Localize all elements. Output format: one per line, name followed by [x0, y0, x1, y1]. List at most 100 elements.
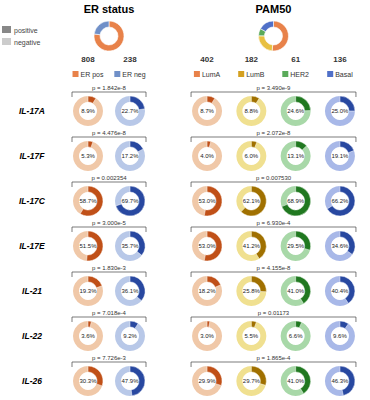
donut-track	[73, 321, 103, 351]
p-value: p = 1.830e-3	[92, 265, 127, 271]
donut-track	[192, 276, 222, 306]
data-label: 51.5%	[79, 243, 97, 249]
count-label: 61	[291, 55, 300, 64]
p-value: p = 7.726e-3	[92, 355, 127, 361]
donut-track	[236, 366, 266, 396]
donut-track	[325, 321, 355, 351]
donut-slice	[340, 141, 354, 153]
donut-track	[236, 141, 266, 171]
data-label: 6.0%	[245, 153, 259, 159]
donut-slice	[88, 96, 96, 103]
bracket	[191, 362, 356, 367]
gene-label: IL-26	[22, 376, 42, 386]
donut-track	[325, 186, 355, 216]
donut-track	[192, 186, 222, 216]
column-label: ER neg	[122, 71, 145, 79]
bracket	[191, 137, 356, 142]
p-value: p = 1.865e-4	[257, 355, 292, 361]
data-label: 5.5%	[245, 333, 259, 339]
data-label: 58.7%	[79, 198, 97, 204]
donut-slice	[88, 321, 91, 327]
data-label: 25.0%	[331, 108, 349, 114]
donut-slice	[327, 186, 355, 216]
gene-label: IL-17E	[19, 241, 45, 251]
header-slice	[94, 21, 124, 51]
data-label: 47.9%	[121, 378, 139, 384]
bracket	[72, 227, 146, 232]
header-slice	[94, 21, 109, 35]
column-swatch	[327, 71, 333, 77]
count-label: 238	[123, 55, 137, 64]
title: PAM50	[256, 3, 292, 15]
bracket	[72, 362, 146, 367]
data-label: 36.1%	[121, 288, 139, 294]
donut-track	[281, 96, 311, 126]
gene-label: IL-17F	[19, 151, 45, 161]
donut-track	[236, 186, 266, 216]
data-label: 41.0%	[287, 378, 305, 384]
data-label: 17.2%	[121, 153, 139, 159]
data-label: 9.6%	[333, 333, 347, 339]
gene-label: IL-17C	[19, 196, 46, 206]
column-label: HER2	[290, 71, 309, 78]
donut-track	[281, 141, 311, 171]
donut-track	[281, 321, 311, 351]
data-label: 13.1%	[287, 153, 305, 159]
data-label: 9.2%	[123, 333, 137, 339]
p-value: p = 6.930e-4	[257, 220, 292, 226]
header-slice	[272, 21, 288, 51]
donut-track	[192, 321, 222, 351]
donut-slice	[207, 141, 211, 147]
data-label: 8.8%	[245, 108, 259, 114]
donut-slice	[88, 276, 102, 288]
p-value: p = 4.155e-8	[257, 265, 292, 271]
gene-label: IL-21	[22, 286, 42, 296]
column-swatch	[114, 71, 120, 77]
donut-slice	[241, 186, 266, 216]
bracket	[191, 317, 356, 322]
data-label: 35.7%	[121, 243, 139, 249]
donut-track	[192, 96, 222, 126]
data-label: 62.1%	[243, 198, 261, 204]
donut-slice	[130, 321, 138, 328]
column-swatch	[238, 71, 244, 77]
count-label: 136	[333, 55, 347, 64]
legend-swatch	[2, 38, 11, 45]
bracket	[72, 92, 146, 97]
gene-label: IL-22	[22, 331, 42, 341]
donut-slice	[251, 321, 256, 328]
legend-swatch	[2, 26, 11, 33]
data-label: 6.6%	[289, 333, 303, 339]
donut-track	[115, 231, 145, 261]
count-label: 808	[81, 55, 95, 64]
donut-track	[236, 276, 266, 306]
donut-track	[73, 231, 103, 261]
data-label: 46.3%	[331, 378, 349, 384]
donut-slice	[88, 141, 93, 147]
bracket	[191, 92, 356, 97]
data-label: 41.2%	[243, 243, 261, 249]
gene-label: IL-17A	[19, 106, 45, 116]
data-label: 25.8%	[243, 288, 261, 294]
title: ER status	[84, 3, 135, 15]
bracket	[191, 272, 356, 277]
bracket	[72, 182, 146, 187]
donut-slice	[207, 321, 210, 327]
data-label: 29.5%	[287, 243, 305, 249]
donut-track	[115, 321, 145, 351]
bracket	[191, 227, 356, 232]
data-label: 30.3%	[79, 378, 97, 384]
donut-track	[115, 276, 145, 306]
p-value: p = 4.476e-8	[92, 130, 127, 136]
donut-slice	[207, 96, 215, 103]
donut-slice	[251, 141, 257, 148]
donut-slice	[207, 276, 221, 287]
donut-slice	[282, 186, 311, 216]
data-label: 53.0%	[199, 243, 217, 249]
p-value: p = 1.842e-8	[92, 85, 127, 91]
donut-track	[73, 276, 103, 306]
data-label: 29.9%	[199, 378, 217, 384]
bracket	[191, 182, 356, 187]
donut-track	[73, 141, 103, 171]
donut-slice	[296, 321, 302, 328]
